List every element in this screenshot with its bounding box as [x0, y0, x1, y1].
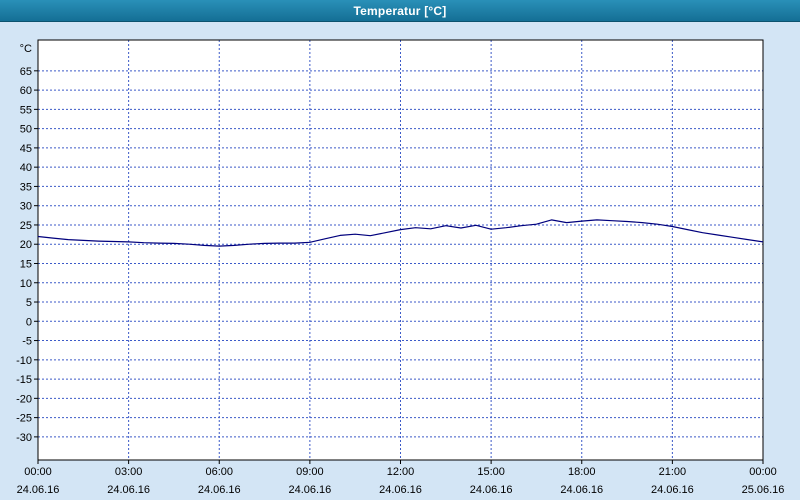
y-tick-label: 65 [20, 66, 32, 78]
x-tick-date-label: 24.06.16 [560, 484, 603, 496]
chart-area: -30 -25 -20 -15 -10 -5 0 5 10 15 20 25 30 35 40 45 50 55 6… [0, 22, 800, 500]
x-tick-date-label: 24.06.16 [651, 484, 694, 496]
temperature-chart: -30 -25 -20 -15 -10 -5 0 5 10 15 20 25 30 35 40 45 50 55 6… [16, 39, 785, 496]
y-tick-label: -5 [22, 336, 32, 348]
x-tick-date-label: 24.06.16 [17, 484, 60, 496]
y-tick-label: -25 [16, 413, 32, 425]
x-tick-date-label: 24.06.16 [379, 484, 422, 496]
x-tick-date-label: 24.06.16 [288, 484, 331, 496]
x-tick-time-label: 03:00 [115, 466, 143, 478]
x-tick-date-label: 25.06.16 [742, 484, 785, 496]
y-tick-label: 10 [20, 278, 32, 290]
y-tick-label: 5 [26, 297, 32, 309]
y-tick-label: 60 [20, 85, 32, 97]
y-tick-label: 30 [20, 201, 32, 213]
y-tick-label: -10 [16, 355, 32, 367]
y-tick-label: -30 [16, 432, 32, 444]
x-tick-date-label: 24.06.16 [107, 484, 150, 496]
y-tick-label: 40 [20, 162, 32, 174]
series-line-temperatur [37, 219, 764, 247]
y-tick-label: 0 [26, 316, 32, 328]
x-tick-time-label: 18:00 [568, 466, 596, 478]
plot-border [37, 39, 764, 461]
x-tick-time-label: 12:00 [387, 466, 415, 478]
y-tick-label: 15 [20, 258, 32, 270]
x-tick-time-label: 00:00 [749, 466, 777, 478]
x-tick-time-label: 06:00 [205, 466, 233, 478]
window-titlebar: Temperatur [°C] [0, 0, 800, 22]
y-axis-unit-label: °C [20, 43, 32, 55]
x-tick-time-label: 15:00 [477, 466, 505, 478]
y-tick-label: -20 [16, 393, 32, 405]
y-tick-label: 45 [20, 143, 32, 155]
window-title: Temperatur [°C] [353, 3, 447, 18]
x-tick-date-label: 24.06.16 [198, 484, 241, 496]
y-tick-label: 25 [20, 220, 32, 232]
x-tick-time-label: 09:00 [296, 466, 324, 478]
y-tick-label: 55 [20, 104, 32, 116]
x-tick-time-label: 00:00 [24, 466, 52, 478]
x-tick-date-label: 24.06.16 [470, 484, 513, 496]
y-tick-label: 35 [20, 181, 32, 193]
y-tick-label: 20 [20, 239, 32, 251]
x-tick-time-label: 21:00 [659, 466, 687, 478]
y-tick-label: -15 [16, 374, 32, 386]
y-tick-label: 50 [20, 124, 32, 136]
